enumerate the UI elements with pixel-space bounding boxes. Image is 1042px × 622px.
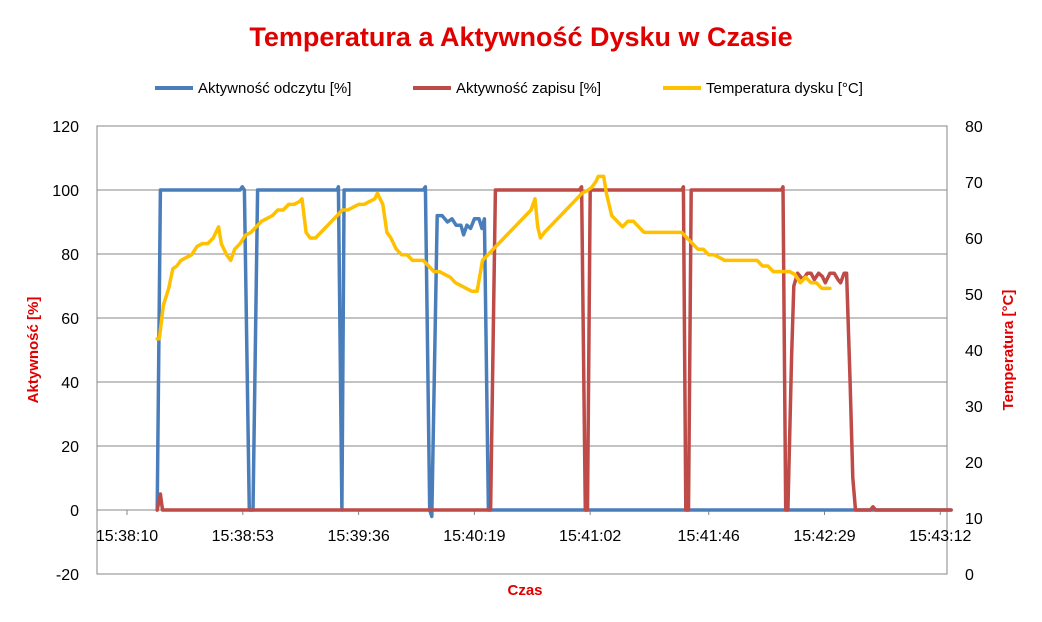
y-axis-right-ticks: 0 10 20 30 40 50 60 70 80 — [965, 119, 983, 584]
y-left-tick-label: 120 — [52, 119, 79, 136]
y-axis-right-title: Temperatura [°C] — [1000, 290, 1017, 411]
x-tick-label: 15:40:19 — [443, 528, 505, 545]
y-right-tick-label: 40 — [965, 343, 983, 360]
y-right-tick-label: 20 — [965, 455, 983, 472]
legend-item-2: Aktywność zapisu [%] — [413, 80, 601, 97]
y-right-tick-label: 80 — [965, 119, 983, 136]
legend-label: Aktywność odczytu [%] — [198, 80, 351, 97]
y-axis-left-ticks: -20 0 20 40 60 80 100 120 — [52, 119, 79, 584]
series-line-3 — [155, 174, 832, 341]
legend-label: Temperatura dysku [°C] — [706, 80, 863, 97]
legend-item-1: Aktywność odczytu [%] — [155, 80, 351, 97]
y-left-tick-label: 80 — [61, 247, 79, 264]
y-left-tick-label: 20 — [61, 439, 79, 456]
y-left-tick-label: 0 — [70, 503, 79, 520]
y-right-tick-label: 60 — [965, 231, 983, 248]
x-tick-label: 15:42:29 — [793, 528, 855, 545]
x-axis-title: Czas — [507, 582, 542, 599]
y-right-tick-label: 10 — [965, 511, 983, 528]
plot-area — [96, 125, 948, 575]
x-tick-label: 15:41:02 — [559, 528, 621, 545]
series-line-1 — [155, 185, 953, 519]
x-axis-ticks: 15:38:10 15:38:53 15:39:36 15:40:19 15:41:02… — [96, 510, 972, 545]
x-tick-label: 15:39:36 — [327, 528, 389, 545]
y-right-tick-label: 50 — [965, 287, 983, 304]
y-right-tick-label: 30 — [965, 399, 983, 416]
plot-border — [96, 125, 948, 575]
legend: Aktywność odczytu [%] Aktywność zapisu [%… — [155, 80, 863, 97]
y-left-tick-label: -20 — [56, 567, 79, 584]
gridlines — [97, 125, 947, 575]
y-left-tick-label: 100 — [52, 183, 79, 200]
legend-label: Aktywność zapisu [%] — [456, 80, 601, 97]
series-line-2 — [155, 185, 953, 512]
chart-title: Temperatura a Aktywność Dysku w Czasie — [249, 22, 792, 52]
y-axis-left-title: Aktywność [%] — [25, 297, 42, 404]
x-tick-label: 15:38:53 — [212, 528, 274, 545]
legend-item-3: Temperatura dysku [°C] — [663, 80, 863, 97]
series-layer — [155, 174, 953, 519]
y-left-tick-label: 40 — [61, 375, 79, 392]
y-right-tick-label: 70 — [965, 175, 983, 192]
x-tick-label: 15:38:10 — [96, 528, 158, 545]
x-tick-label: 15:43:12 — [909, 528, 971, 545]
y-left-tick-label: 60 — [61, 311, 79, 328]
y-right-tick-label: 0 — [965, 567, 974, 584]
x-tick-label: 15:41:46 — [678, 528, 740, 545]
